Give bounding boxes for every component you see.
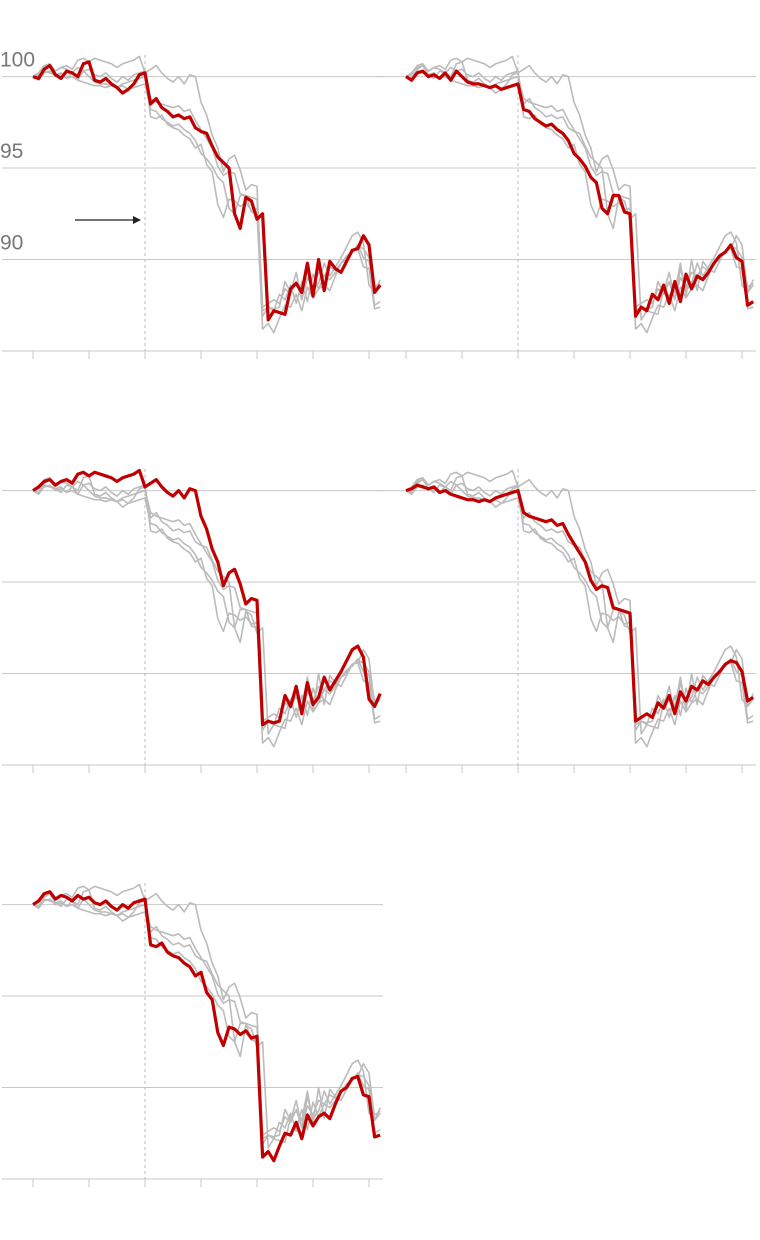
highlight-line <box>32 60 382 322</box>
y-tick-label: 100 <box>0 49 35 72</box>
series-line <box>405 484 754 732</box>
series-line <box>405 61 754 321</box>
highlight-line <box>32 890 381 1163</box>
series-line <box>32 898 381 1136</box>
series-line <box>405 476 754 748</box>
series-line <box>32 484 381 732</box>
highlight-line <box>32 468 382 727</box>
series-line <box>32 70 381 318</box>
annotation-arrow <box>75 216 141 224</box>
series-line <box>405 62 754 334</box>
highlight-line <box>405 69 755 318</box>
series-line <box>32 475 381 735</box>
series-line <box>405 469 754 726</box>
series-line <box>32 889 381 1149</box>
y-tick-label: 95 <box>0 140 23 163</box>
y-tick-label: 90 <box>0 232 23 255</box>
series-line <box>405 475 754 735</box>
series-line <box>405 70 754 308</box>
series-line <box>32 898 381 1146</box>
series-line <box>32 62 381 334</box>
series-line <box>32 883 381 1140</box>
series-line <box>405 55 754 312</box>
series-line <box>32 476 381 748</box>
series-line <box>32 55 381 312</box>
highlight-line <box>405 483 755 723</box>
